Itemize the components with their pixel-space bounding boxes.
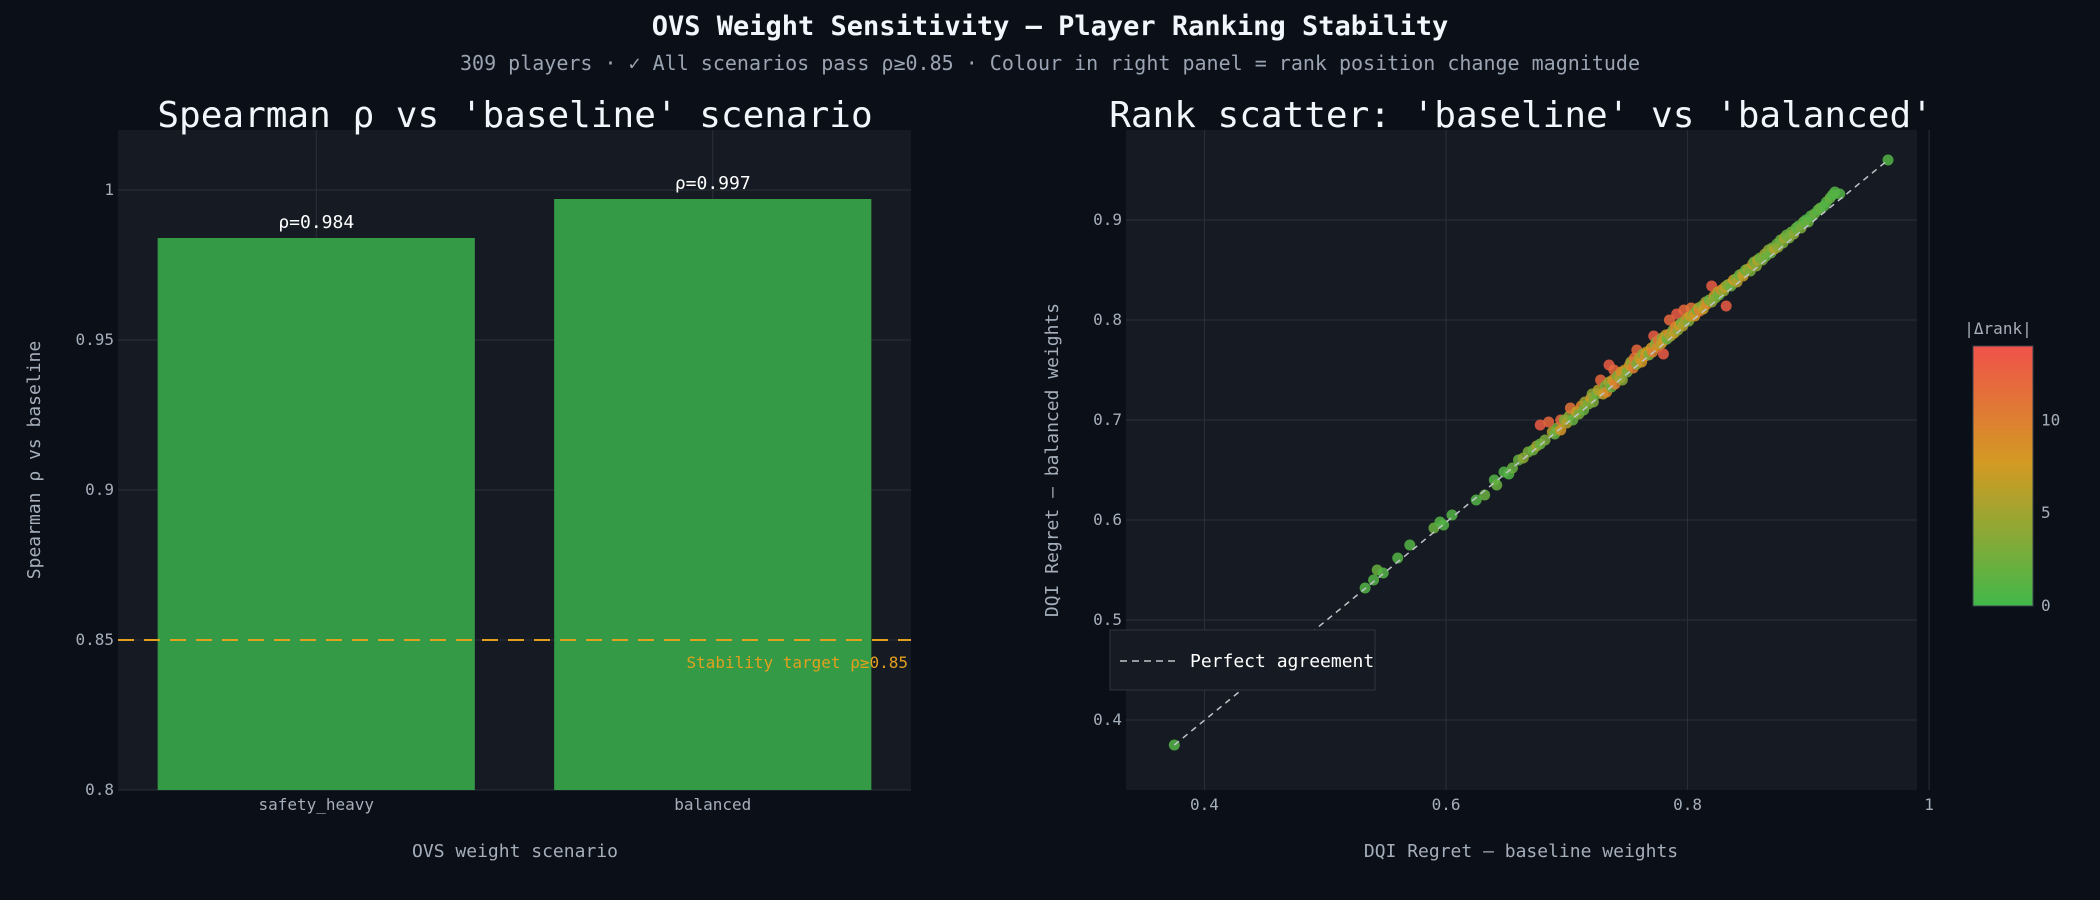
scatter-point (1404, 539, 1416, 551)
colorbar-tick-label: 0 (2041, 596, 2051, 615)
legend-label: Perfect agreement (1190, 651, 1374, 672)
scatter-tick-labels: 0.4 0.6 0.8 1 0.4 0.5 0.6 0.7 0.8 0.9 (1093, 210, 1934, 814)
scatter-point (1834, 188, 1846, 200)
scatter-point (1446, 509, 1458, 521)
bar-value-label: ρ=0.984 (278, 212, 354, 233)
bar-x-tick-label: safety_heavy (258, 795, 374, 814)
scatter-y-axis-label: DQI Regret — balanced weights (1042, 303, 1063, 617)
bar-x-tick-label: balanced (674, 795, 751, 814)
bar-y-axis-label: Spearman ρ vs baseline (24, 341, 45, 579)
scatter-point (1657, 348, 1669, 360)
scatter-x-tick-label: 0.4 (1190, 795, 1219, 814)
scatter-y-tick-label: 0.9 (1093, 210, 1122, 229)
bar-tick-labels: 0.8 0.85 0.9 0.95 1 safety_heavy balanced (75, 180, 751, 814)
scatter-y-tick-label: 0.8 (1093, 310, 1122, 329)
scatter-legend: Perfect agreement (1109, 629, 1376, 691)
bar-x-axis-label: OVS weight scenario (412, 841, 618, 862)
scatter-chart-title: Rank scatter: 'baseline' vs 'balanced' (1109, 95, 1933, 136)
bar-y-tick-label: 1 (104, 180, 114, 199)
bar-series: ρ=0.984 ρ=0.997 (157, 173, 872, 790)
stability-threshold: Stability target ρ≥0.85 (118, 639, 911, 672)
bar (157, 238, 475, 790)
scatter-point (1534, 419, 1546, 431)
scatter-point (1438, 519, 1450, 531)
colorbar-tick-label: 5 (2041, 503, 2051, 522)
scatter-point (1491, 479, 1503, 491)
scatter-point (1392, 552, 1404, 564)
figure-title: OVS Weight Sensitivity — Player Ranking … (652, 11, 1449, 42)
colorbar-ticks: 0 5 10 (2041, 410, 2060, 615)
threshold-label: Stability target ρ≥0.85 (686, 653, 908, 672)
scatter-y-tick-label: 0.4 (1093, 710, 1122, 729)
colorbar: |Δrank| 0 5 10 (1964, 319, 2060, 615)
bar-y-tick-label: 0.8 (85, 780, 114, 799)
figure-subtitle: 309 players · ✓ All scenarios pass ρ≥0.8… (460, 51, 1640, 75)
bar-y-tick-label: 0.9 (85, 480, 114, 499)
bar-y-tick-label: 0.95 (75, 330, 114, 349)
scatter-x-tick-label: 1 (1924, 795, 1934, 814)
colorbar-tick-label: 10 (2041, 410, 2060, 429)
scatter-gridlines (1126, 130, 1930, 790)
colorbar-gradient (1972, 345, 2034, 607)
scatter-point (1368, 574, 1380, 586)
scatter-point (1470, 494, 1482, 506)
scatter-point (1720, 300, 1732, 312)
bar-y-tick-label: 0.85 (75, 630, 114, 649)
scatter-point (1616, 374, 1628, 386)
bar-value-label: ρ=0.997 (675, 173, 751, 194)
scatter-x-tick-label: 0.6 (1432, 795, 1461, 814)
scatter-x-tick-label: 0.8 (1673, 795, 1702, 814)
scatter-y-tick-label: 0.7 (1093, 410, 1122, 429)
scatter-chart: 0.4 0.6 0.8 1 0.4 0.5 0.6 0.7 0.8 0.9 Rank scatte… (1042, 95, 1934, 862)
colorbar-title: |Δrank| (1964, 319, 2031, 338)
scatter-x-axis-label: DQI Regret — baseline weights (1364, 841, 1678, 862)
scatter-y-tick-label: 0.5 (1093, 610, 1122, 629)
bar (554, 199, 872, 790)
scatter-y-tick-label: 0.6 (1093, 510, 1122, 529)
bar-chart-title: Spearman ρ vs 'baseline' scenario (157, 95, 872, 136)
scatter-point (1543, 416, 1555, 428)
bar-chart: ρ=0.984 ρ=0.997 Stability target ρ≥0.85 0… (24, 95, 911, 862)
legend-box (1109, 629, 1376, 691)
